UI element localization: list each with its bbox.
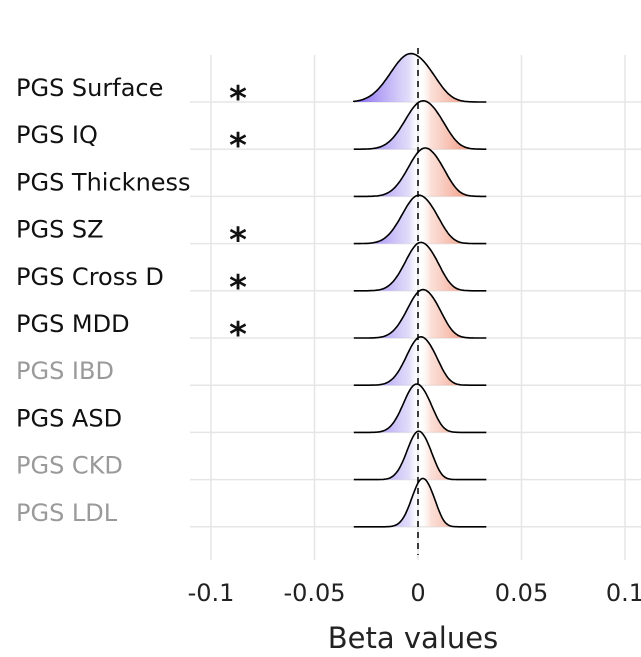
significance-star: * bbox=[229, 79, 247, 119]
x-tick-label: 0.1 bbox=[606, 579, 641, 607]
ridge-outline bbox=[353, 383, 487, 434]
ridge-fill bbox=[353, 336, 487, 386]
ridge-fill bbox=[353, 384, 487, 433]
series-label: PGS SZ bbox=[16, 216, 104, 244]
series-label: PGS LDL bbox=[16, 499, 118, 527]
ridge-outline bbox=[353, 147, 487, 198]
ridge-outline bbox=[353, 241, 487, 292]
ridge-fill bbox=[353, 431, 487, 480]
significance-star: * bbox=[229, 126, 247, 166]
series-label: PGS CKD bbox=[16, 452, 123, 480]
series-labels: PGS Surface PGS IQ PGS Thickness PGS SZ PGS … bbox=[16, 74, 191, 527]
ridge-outline bbox=[352, 52, 487, 103]
series-label: PGS MDD bbox=[16, 310, 130, 338]
ridge-outline bbox=[353, 194, 487, 245]
ridge-outline bbox=[353, 430, 487, 481]
x-axis-ticks: -0.1 -0.05 0 0.05 0.1 bbox=[188, 579, 641, 607]
series-label: PGS Cross D bbox=[16, 263, 164, 291]
ridge-outline bbox=[353, 477, 487, 528]
ridge-fill bbox=[353, 148, 487, 197]
significance-star: * bbox=[229, 221, 247, 261]
ridge-outline bbox=[353, 335, 487, 386]
ridge-outline bbox=[353, 288, 487, 339]
ridge-fill bbox=[353, 478, 487, 527]
ridge-fill bbox=[353, 53, 487, 102]
x-axis-label: Beta values bbox=[328, 621, 498, 655]
series-label: PGS IQ bbox=[16, 121, 98, 149]
x-tick-label: 0 bbox=[410, 579, 425, 607]
significance-star: * bbox=[229, 268, 247, 308]
series-label: PGS IBD bbox=[16, 357, 114, 385]
ridge-fill bbox=[353, 195, 487, 244]
ridge-fill bbox=[353, 242, 487, 291]
series-label: PGS ASD bbox=[16, 404, 122, 432]
ridge-fill bbox=[353, 289, 487, 338]
ridges bbox=[352, 52, 487, 528]
x-tick-label: -0.05 bbox=[283, 579, 345, 607]
ridge-outline bbox=[353, 99, 487, 150]
x-tick-label: 0.05 bbox=[495, 579, 548, 607]
series-label: PGS Surface bbox=[16, 74, 163, 102]
significance-star: * bbox=[229, 315, 247, 355]
series-label: PGS Thickness bbox=[16, 168, 191, 196]
ridge-fill bbox=[353, 100, 487, 150]
significance-markers: * * * * * bbox=[229, 79, 247, 355]
x-tick-label: -0.1 bbox=[188, 579, 235, 607]
